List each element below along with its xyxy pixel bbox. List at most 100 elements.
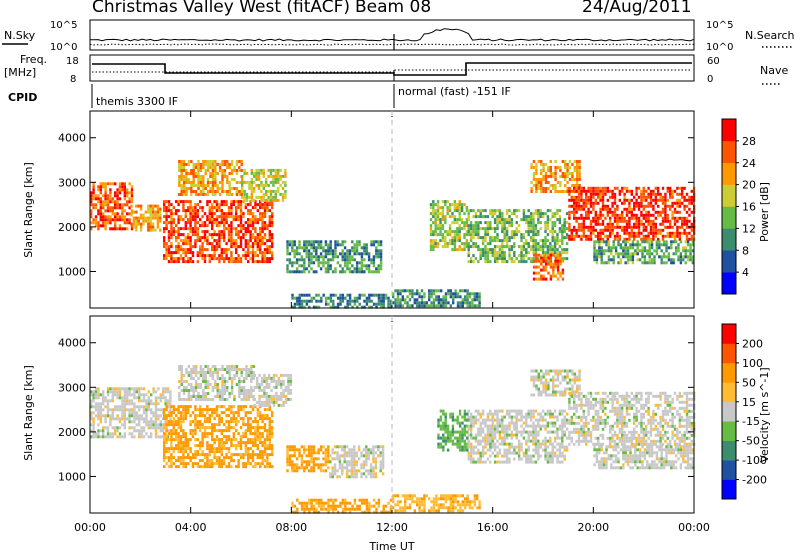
power-cell: [589, 234, 593, 238]
power-cell: [213, 239, 216, 243]
power-cell: [298, 258, 301, 262]
power-cell: [238, 190, 241, 193]
velocity-cell: [261, 432, 264, 436]
power-cell: [517, 230, 521, 234]
power-cell: [619, 243, 623, 247]
power-cell: [331, 255, 335, 259]
velocity-cell: [266, 432, 269, 436]
power-cell: [221, 187, 224, 190]
power-cell: [456, 218, 459, 222]
velocity-cell: [282, 382, 285, 386]
velocity-cell: [230, 411, 233, 415]
power-cell: [223, 257, 226, 261]
velocity-cell: [213, 411, 216, 415]
power-cell: [542, 190, 545, 193]
power-cell: [489, 260, 492, 264]
velocity-cell: [187, 374, 191, 377]
power-cell: [534, 233, 538, 237]
velocity-cell: [237, 405, 240, 409]
velocity-cell: [230, 392, 234, 395]
power-cell: [90, 221, 93, 225]
power-cell: [199, 163, 203, 166]
power-cell: [394, 301, 397, 305]
power-cell: [568, 228, 571, 232]
power-cell: [529, 248, 533, 252]
power-cell: [256, 236, 259, 240]
power-cell: [626, 249, 630, 253]
freq-unit-label: [MHz]: [4, 66, 36, 79]
velocity-cell: [289, 382, 292, 386]
power-cell: [254, 221, 257, 225]
power-cell: [481, 242, 485, 246]
power-cell: [180, 184, 183, 187]
velocity-cell: [287, 382, 290, 386]
velocity-cell: [232, 432, 235, 436]
power-cell: [274, 180, 277, 184]
power-cell: [139, 222, 143, 226]
power-cell: [481, 209, 485, 213]
power-cell: [149, 207, 152, 211]
power-cell: [351, 246, 354, 250]
power-cell: [498, 215, 502, 219]
power-cell: [508, 257, 511, 261]
power-cell: [189, 224, 192, 228]
power-cell: [175, 224, 178, 228]
power-cell: [375, 246, 378, 250]
power-cell: [269, 189, 273, 193]
velocity-cell: [97, 417, 100, 421]
power-cell: [308, 299, 311, 303]
velocity-cell: [266, 459, 269, 463]
power-cell: [477, 236, 480, 240]
velocity-cell: [162, 396, 165, 400]
power-cell: [298, 264, 301, 268]
power-cell: [196, 236, 199, 240]
velocity-cell: [172, 411, 175, 415]
velocity-cell: [223, 459, 226, 463]
power-cell: [458, 233, 461, 237]
power-cell: [578, 160, 581, 163]
power-cell: [265, 192, 268, 196]
power-cell: [544, 172, 548, 175]
power-cell: [102, 194, 105, 198]
power-cell: [676, 201, 679, 205]
power-cell: [370, 299, 373, 303]
power-cell: [549, 248, 552, 252]
power-cell: [664, 213, 667, 217]
power-cell: [451, 212, 454, 216]
power-cell: [262, 198, 265, 202]
power-cell: [541, 248, 545, 252]
power-cell: [684, 240, 687, 244]
power-cell: [551, 224, 554, 228]
power-cell: [165, 215, 168, 219]
power-cell: [156, 210, 160, 214]
power-cell: [190, 184, 193, 187]
power-cell: [655, 246, 659, 250]
power-cell: [213, 245, 216, 249]
velocity-cell: [254, 432, 257, 436]
velocity-cell: [280, 373, 283, 377]
power-cell: [565, 212, 569, 216]
power-cell: [648, 258, 651, 262]
power-cell: [576, 178, 579, 181]
power-cell: [106, 206, 110, 210]
power-cell: [191, 206, 195, 210]
power-cell: [537, 187, 540, 190]
power-cell: [248, 195, 251, 199]
power-cell: [544, 254, 547, 258]
power-cell: [327, 302, 330, 306]
power-cell: [239, 245, 243, 249]
power-cell: [534, 212, 538, 216]
power-cell: [472, 215, 475, 219]
power-cell: [658, 240, 661, 244]
power-cell: [121, 185, 124, 189]
power-cell: [377, 264, 380, 268]
velocity-cell: [235, 438, 238, 442]
power-cell: [454, 289, 457, 293]
velocity-cell: [230, 444, 233, 448]
velocity-cell: [189, 405, 192, 409]
power-cell: [539, 254, 542, 258]
power-cell: [97, 221, 100, 225]
power-cell: [194, 212, 197, 216]
velocity-cell: [256, 414, 259, 418]
velocity-cell: [225, 441, 228, 445]
